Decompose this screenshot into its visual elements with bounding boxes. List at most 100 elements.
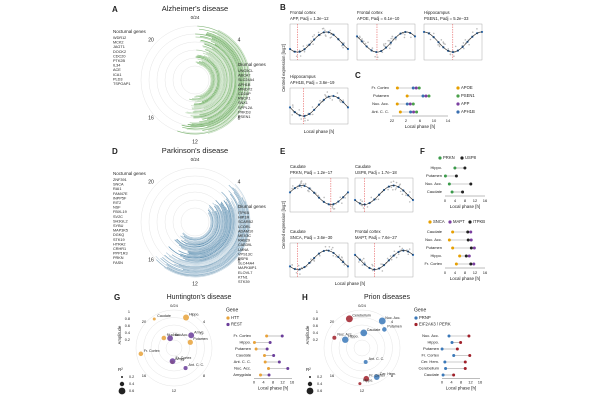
label: Local phase [h]	[450, 276, 481, 281]
sample-dot	[371, 263, 373, 266]
gene-label: CDC20	[113, 54, 125, 58]
sample-dot	[319, 34, 322, 36]
hour-label: 16	[148, 257, 154, 263]
sample-dot	[307, 189, 309, 192]
sample-dot	[374, 55, 376, 58]
legend-dot	[456, 110, 460, 114]
gene-label: TSPOAP1	[113, 82, 131, 86]
sample-dot	[343, 264, 346, 266]
label: Amyg.	[194, 330, 204, 334]
label: 0/24	[170, 303, 179, 308]
label: Putamen	[373, 93, 389, 98]
legend-label: PSEN1	[461, 93, 475, 98]
hour-label: 12	[192, 139, 198, 145]
legend-label: APH1B	[461, 109, 475, 114]
phase-dot	[345, 315, 353, 323]
phase-dot	[183, 366, 188, 371]
sample-dot	[444, 43, 446, 46]
label: 8	[203, 373, 206, 378]
label: 0.6	[317, 389, 322, 393]
sample-dot	[311, 35, 314, 38]
label: 12	[360, 388, 365, 393]
sample-dot	[324, 93, 326, 96]
gene-label: APH1B	[238, 83, 251, 87]
sample-dot	[306, 44, 308, 47]
arc	[178, 190, 242, 269]
sample-dot	[390, 258, 393, 261]
gene-label: MEX3C	[238, 234, 251, 238]
dumbbell-dot	[414, 86, 418, 90]
sample-dot	[331, 246, 334, 249]
dumbbell-dot	[469, 246, 473, 250]
label: Local phase [h]	[304, 129, 335, 134]
arc	[184, 210, 220, 247]
dumbbell-dot	[459, 341, 463, 344]
sample-dot	[292, 106, 294, 108]
dumbbell-dot	[469, 182, 473, 186]
dumbbell-dot	[395, 102, 399, 106]
label: 12	[172, 388, 177, 393]
legend-dot	[456, 102, 460, 106]
label: Ant. C. C.	[189, 363, 205, 367]
label: Local phase [h]	[446, 386, 477, 391]
fit-curve	[289, 250, 349, 270]
sample-dot	[398, 245, 401, 248]
legend-label: SNCA	[433, 219, 445, 224]
ring	[135, 309, 213, 387]
arc	[195, 61, 214, 98]
gene-label: MAPK8IP1	[238, 266, 257, 270]
label: Centred expression [log2]	[281, 201, 286, 249]
legend-dot	[414, 322, 418, 327]
label: Local phase [h]	[405, 124, 436, 129]
sample-dot	[342, 46, 344, 49]
sample-dot	[338, 99, 341, 102]
sample-dot	[321, 27, 324, 30]
sample-dot	[341, 256, 343, 259]
tick-label: 2	[405, 118, 408, 123]
dumbbell-dot	[277, 360, 281, 364]
sample-dot	[358, 35, 361, 38]
sample-dot	[300, 182, 302, 185]
sample-dot	[388, 40, 391, 42]
label: Gene	[414, 307, 426, 313]
arc	[164, 193, 241, 268]
sample-dot	[400, 249, 403, 251]
legend-label: ITPKB	[473, 219, 485, 224]
arc	[180, 211, 216, 243]
label: Caudate	[427, 189, 443, 194]
tick-label: 4	[454, 270, 457, 275]
legend-dot	[448, 220, 452, 224]
label: Gene	[226, 307, 238, 313]
dumbbell-dot	[450, 190, 454, 194]
sample-dot	[296, 187, 299, 190]
sample-dot	[304, 182, 307, 185]
sample-dot	[317, 194, 320, 197]
sample-dot	[298, 109, 301, 111]
sample-dot	[402, 32, 404, 35]
sample-dot	[319, 254, 321, 257]
tick-label: 22	[390, 118, 395, 123]
gene-label: INPP5F	[113, 196, 127, 200]
sample-dot	[409, 191, 411, 193]
sample-dot	[387, 188, 389, 191]
arc	[190, 33, 242, 127]
arc	[194, 62, 213, 98]
r2-dot	[118, 387, 126, 395]
label: 20	[142, 319, 147, 324]
sample-dot	[331, 205, 334, 208]
label: Hippo.	[348, 335, 358, 339]
sample-dot	[395, 187, 397, 189]
label: 0.4	[129, 382, 134, 386]
legend-dot	[460, 156, 464, 160]
sample-dot	[312, 43, 314, 46]
r2-dot	[306, 387, 314, 395]
dumbbell-dot	[412, 110, 416, 114]
label: 0.2	[313, 338, 318, 342]
gene-label: ELOVL7	[238, 271, 252, 275]
sample-dot	[311, 113, 314, 116]
label: Diurnal genes	[238, 204, 267, 209]
dumbbell-dot	[262, 354, 266, 357]
gene-label: LMNA	[238, 248, 249, 252]
gene-label: DGKQ	[113, 233, 124, 237]
sample-dot	[324, 245, 327, 248]
